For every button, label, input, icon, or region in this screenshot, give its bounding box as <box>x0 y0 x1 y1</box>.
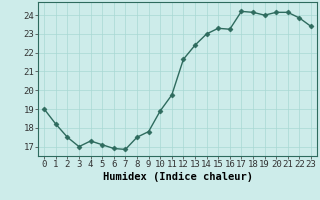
X-axis label: Humidex (Indice chaleur): Humidex (Indice chaleur) <box>103 172 252 182</box>
